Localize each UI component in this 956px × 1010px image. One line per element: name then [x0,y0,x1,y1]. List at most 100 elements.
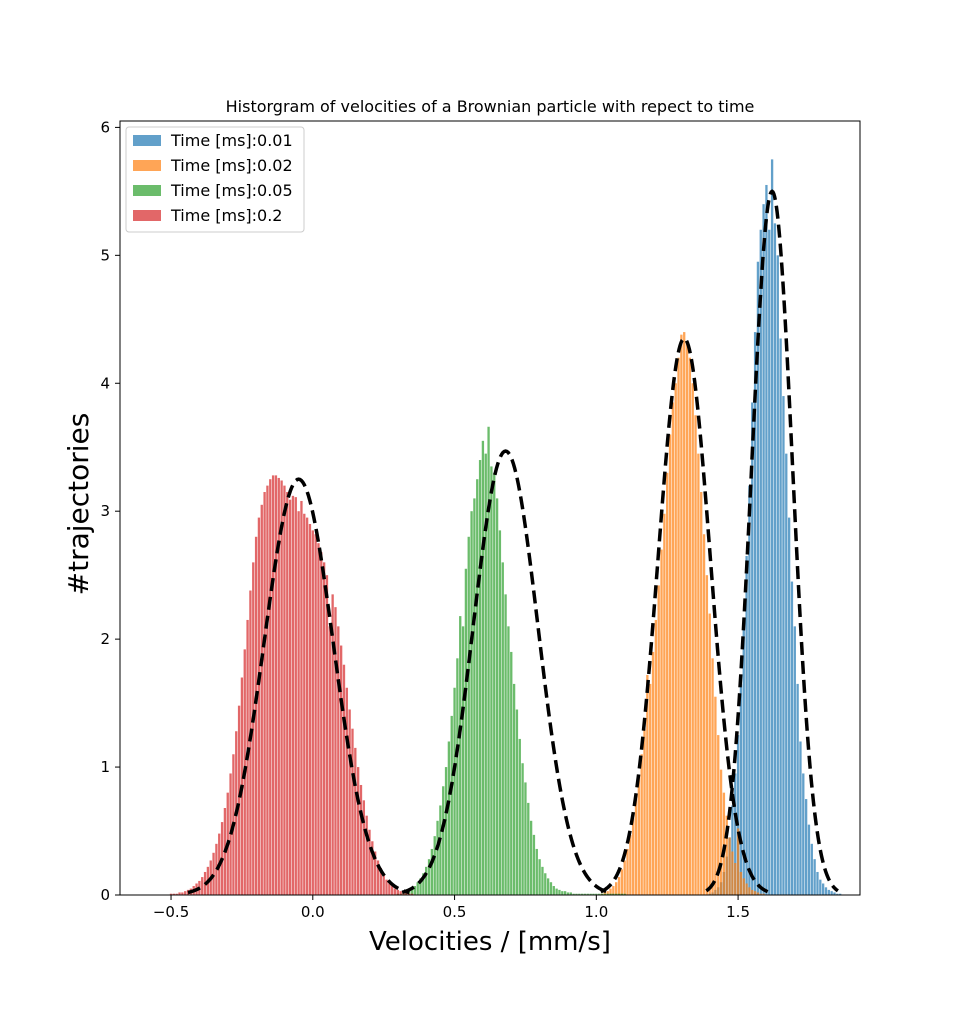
histogram-bar [184,891,187,895]
x-axis-label: Velocities / [mm/s] [369,927,611,957]
histogram-bar [337,626,340,895]
histogram-bar [634,799,638,895]
series-bars-3 [169,475,414,895]
gaussian-fit-curve-0 [705,189,839,893]
gaussian-fit-curve-1 [600,336,769,894]
histogram-bar [382,874,385,895]
histogram-bar [623,893,626,895]
legend-swatch [133,160,161,171]
histogram-bar [512,683,516,895]
histogram-bar [666,472,669,895]
histogram-bar [779,338,782,895]
bars-layer [169,159,842,896]
histogram-bar [308,523,312,895]
histogram-bar [467,536,470,895]
histogram-bar [708,613,711,895]
histogram-bar [266,485,269,895]
histogram-bar [555,888,558,895]
histogram-bar [782,396,785,895]
histogram-bar [549,882,553,895]
histogram-bar [640,754,643,895]
histogram-bar [478,460,482,895]
histogram-bar [736,828,740,895]
histogram-bar [637,777,641,895]
histogram-bar [322,562,326,895]
histogram-bar [288,499,292,895]
histogram-bar [450,715,453,895]
histogram-bar [612,893,615,895]
legend-swatch [133,210,161,221]
histogram-bar [339,645,343,895]
histogram-bar [399,891,402,895]
chart-title: Historgram of velocities of a Brownian p… [226,97,755,116]
histogram-bar [546,878,550,895]
histogram-bar [739,871,743,895]
histogram-bar [785,453,788,895]
histogram-bar [172,893,176,895]
histogram-bar [473,498,476,895]
histogram-bar [274,475,278,895]
histogram-bar [311,530,314,895]
histogram-bar [821,883,825,895]
histogram-bar [643,728,646,895]
histogram-bar [490,466,493,895]
histogram-bar [416,882,419,895]
histogram-bar [742,626,745,895]
histogram-bar [388,883,391,895]
y-tick-label: 3 [100,502,110,520]
histogram-bar [734,773,737,895]
histogram-bar [254,536,258,895]
histogram-bar [379,868,382,895]
histogram-bar [700,492,703,895]
histogram-bar [328,626,331,895]
histogram-bar [269,479,272,895]
histogram-bar [470,511,473,895]
histogram-bar [325,575,329,895]
histogram-bar [799,741,802,895]
histogram-bar [354,747,357,895]
histogram-bar [484,453,487,895]
histogram-bar [422,873,425,895]
histogram-bar [532,834,536,895]
histogram-bar [362,800,365,895]
histogram-bar [685,341,689,895]
histogram-bar [504,594,507,895]
legend-swatch [133,135,161,146]
histogram-bar [612,886,615,895]
histogram-bar [657,585,660,895]
histogram-bar [538,859,541,895]
histogram-bar [663,513,666,895]
histogram-bar [739,683,743,895]
histogram-bar [836,893,839,895]
histogram-bar [816,871,819,895]
histogram-bar [609,893,612,895]
y-axis-label: #trajectories [62,413,95,596]
histogram-bar [600,893,604,895]
histogram-bar [439,805,442,895]
histogram-bar [691,383,694,895]
histogram-bar [575,893,578,895]
histogram-bar [580,893,584,895]
histogram-bar [680,334,683,895]
histogram-bar [838,893,842,895]
histogram-bar [646,674,649,895]
histogram-bar [300,500,303,895]
histogram-bar [331,594,334,895]
histogram-bar [476,479,479,895]
histogram-bar [283,485,286,895]
histogram-bar [762,204,765,895]
histogram-bar [569,892,572,895]
y-axis-ticks: 0 1 2 3 4 5 6 [100,118,120,904]
histogram-bar [694,415,697,895]
histogram-bar [753,891,757,895]
histogram-bar [629,834,632,895]
histogram-bar [252,562,255,895]
histogram-bar [345,687,348,895]
histogram-bar [391,886,394,895]
histogram-bar [731,805,734,895]
histogram-bar [561,891,564,895]
histogram-bar [456,658,459,895]
histogram-bar [748,485,751,895]
